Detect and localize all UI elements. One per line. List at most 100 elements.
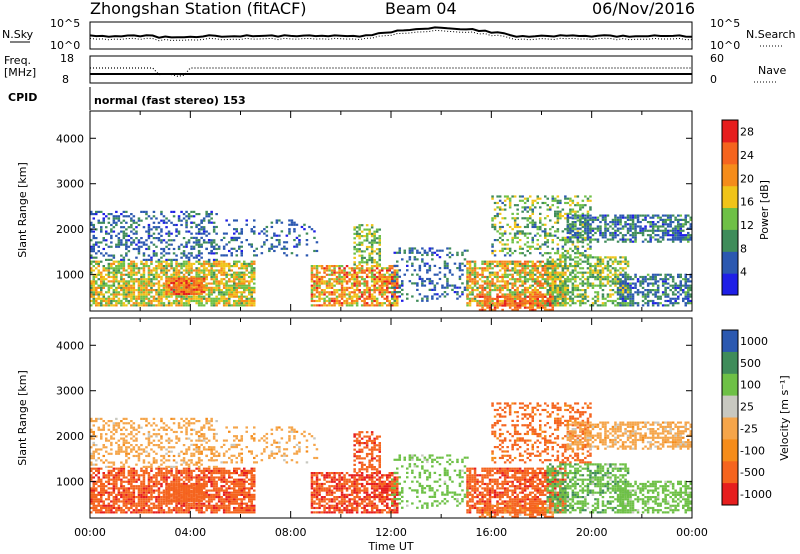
power-cell: [200, 269, 203, 272]
power-cell: [205, 230, 208, 233]
power-cell: [383, 280, 387, 283]
power-cell: [195, 267, 198, 270]
power-cell: [155, 228, 158, 231]
power-cell: [180, 265, 183, 268]
power-cell: [634, 273, 637, 276]
power-cell: [506, 289, 509, 292]
power-cell: [365, 224, 369, 227]
power-cell: [651, 216, 655, 219]
power-cell: [225, 297, 228, 300]
power-cell: [233, 289, 236, 292]
power-cell: [534, 199, 537, 202]
power-cell: [162, 271, 166, 274]
power-cell: [664, 304, 667, 307]
power-cell: [330, 297, 334, 300]
power-cell: [496, 275, 499, 279]
power-cell: [398, 247, 402, 250]
power-cell: [536, 291, 540, 294]
power-cell: [438, 271, 442, 274]
power-cell: [378, 291, 382, 294]
power-cell: [162, 269, 166, 272]
power-cell: [506, 239, 509, 242]
power-cell: [170, 288, 173, 291]
power-cell: [513, 249, 517, 253]
power-cell: [122, 234, 126, 237]
power-cell: [320, 293, 324, 296]
power-cell: [576, 227, 580, 230]
power-cell: [90, 245, 93, 248]
power-cell: [152, 269, 156, 272]
power-cell: [523, 286, 527, 289]
power-cell: [122, 297, 126, 300]
power-cell: [503, 232, 507, 235]
power-cell: [365, 228, 369, 231]
power-cell: [187, 256, 191, 259]
power-cell: [508, 197, 512, 200]
power-cell: [212, 299, 216, 303]
power-cell: [531, 302, 535, 305]
power-cell: [358, 237, 361, 240]
power-cell: [182, 252, 186, 255]
velocity-cell: [97, 472, 101, 475]
nave-trace: [90, 67, 692, 77]
power-cell: [155, 299, 158, 303]
power-cell: [157, 273, 161, 276]
power-cell: [197, 297, 201, 300]
power-cell: [368, 267, 371, 270]
power-cell: [167, 269, 171, 272]
power-cell: [92, 297, 96, 300]
power-cell: [278, 243, 281, 246]
power-cell: [433, 284, 437, 287]
power-cell: [501, 280, 504, 283]
power-cell: [569, 265, 572, 268]
power-cell: [498, 280, 502, 283]
power-cell: [506, 280, 509, 283]
power-cell: [127, 286, 131, 289]
power-cell: [162, 304, 166, 307]
power-cell: [616, 293, 620, 296]
power-cell: [529, 304, 532, 307]
power-cell: [569, 212, 572, 215]
power-cell: [549, 267, 552, 270]
power-cell: [92, 243, 96, 246]
power-cell: [576, 201, 580, 205]
power-cell: [516, 223, 519, 226]
power-cell: [651, 284, 655, 287]
power-cell: [664, 282, 667, 285]
power-cell: [521, 280, 524, 283]
power-cell: [381, 286, 384, 289]
power-cell: [671, 221, 675, 224]
power-cell: [596, 227, 600, 230]
power-cell: [381, 284, 384, 287]
power-cell: [486, 293, 489, 296]
power-cell: [110, 262, 113, 265]
power-cell: [614, 273, 617, 276]
power-cell: [240, 275, 244, 279]
power-cell: [488, 284, 492, 287]
power-cell: [566, 286, 570, 289]
power-cell: [606, 262, 610, 265]
power-cell: [298, 239, 301, 242]
power-cell: [571, 299, 575, 303]
power-cell: [521, 282, 524, 285]
power-cell: [115, 269, 118, 272]
velocity-cell: [97, 469, 101, 472]
power-cell: [433, 293, 437, 296]
power-cell: [125, 232, 128, 235]
power-cell: [253, 219, 256, 222]
power-cell: [250, 289, 254, 292]
power-cell: [155, 271, 158, 274]
power-cell: [368, 295, 371, 298]
power-cell: [330, 271, 334, 274]
power-cell: [368, 232, 371, 235]
power-cell: [534, 206, 537, 209]
power-cell: [614, 216, 617, 219]
power-cell: [513, 234, 517, 237]
power-cell: [381, 291, 384, 294]
power-cell: [664, 229, 667, 232]
power-cell: [511, 282, 514, 285]
power-cell: [212, 225, 216, 229]
velocity-cell: [97, 509, 101, 512]
power-cell: [677, 284, 680, 287]
power-cell: [526, 225, 530, 229]
